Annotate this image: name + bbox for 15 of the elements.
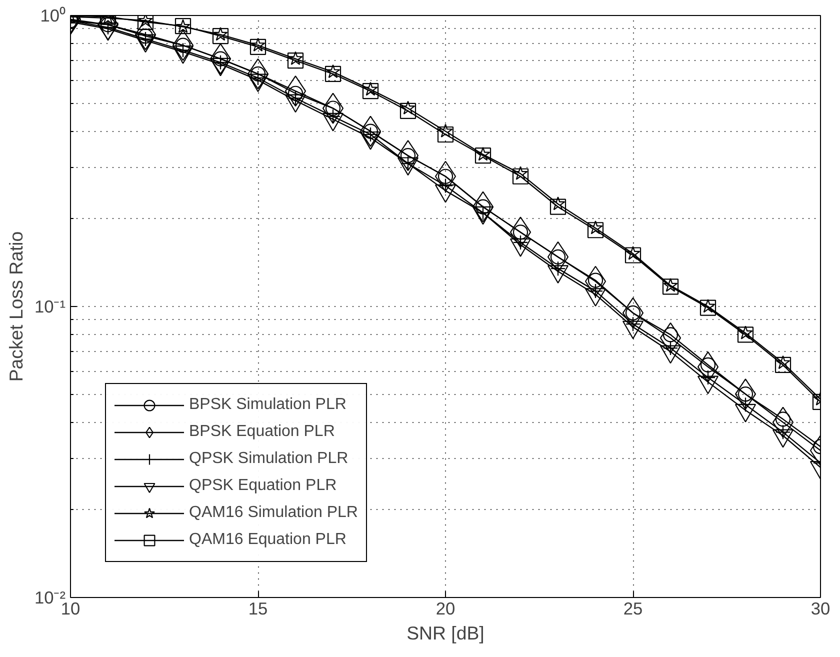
legend-label: BPSK Equation PLR — [189, 423, 335, 441]
y-tick-label: 10⁻¹ — [34, 296, 66, 316]
x-tick-label: 30 — [810, 598, 830, 618]
y-axis-title: Packet Loss Ratio — [5, 231, 26, 382]
x-tick-label: 20 — [436, 598, 456, 618]
y-tick-label: 10⁰ — [40, 6, 66, 26]
x-tick-label: 15 — [248, 598, 268, 618]
x-tick-label: 25 — [623, 598, 643, 618]
x-tick-label: 10 — [60, 598, 80, 618]
legend-label: BPSK Simulation PLR — [189, 396, 346, 414]
legend-label: QAM16 Equation PLR — [189, 531, 346, 549]
x-axis-title: SNR [dB] — [406, 622, 484, 644]
legend-label: QPSK Simulation PLR — [189, 450, 348, 468]
legend-label: QPSK Equation PLR — [189, 477, 337, 495]
legend-label: QAM16 Simulation PLR — [189, 504, 358, 522]
